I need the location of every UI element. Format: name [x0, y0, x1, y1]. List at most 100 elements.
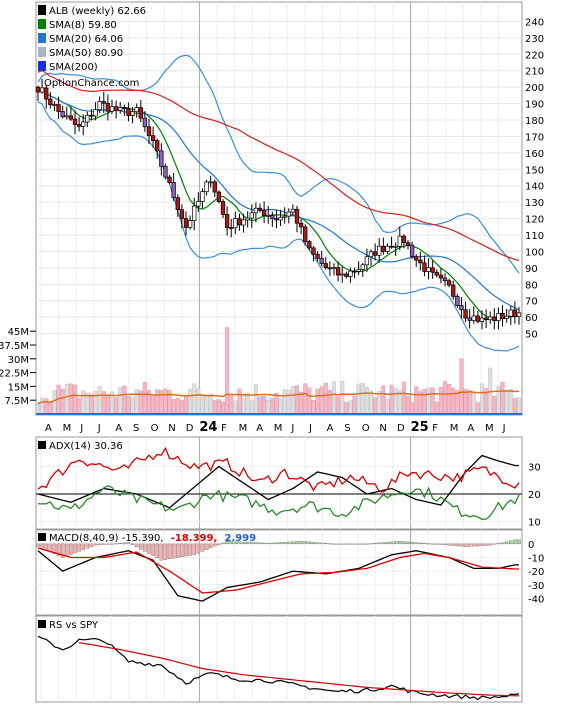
candle-body: [93, 109, 98, 117]
month-label: N: [168, 423, 175, 434]
volume-bar: [105, 394, 110, 415]
month-label: A: [256, 423, 263, 434]
volume-bar: [48, 402, 53, 415]
volume-bar: [188, 388, 193, 415]
volume-y-tick: 22.5M: [0, 369, 29, 380]
legend-swatch-adx: [38, 441, 46, 449]
candle-body: [249, 212, 254, 219]
candle-body: [278, 216, 283, 221]
macd-histogram-bar: [139, 543, 143, 550]
candle-body: [331, 267, 337, 269]
candle-body: [340, 273, 345, 276]
macd-histogram-bar: [274, 542, 279, 545]
price-y-tick: 210: [525, 67, 544, 78]
macd-histogram-bar: [513, 539, 517, 545]
volume-bar: [389, 384, 394, 415]
volume-bar: [401, 381, 406, 415]
candle-body: [208, 181, 213, 184]
volume-y-tick: 7.5M: [4, 396, 29, 407]
candle-body: [414, 256, 419, 261]
macd-histogram-bar: [295, 541, 299, 545]
volume-bar: [492, 395, 497, 415]
candle-body: [64, 115, 69, 118]
price-y-tick: 50: [525, 330, 538, 341]
volume-bar: [327, 389, 332, 415]
macd-histogram-bar: [167, 543, 172, 560]
legend-adx: ADX(14) 30.36: [49, 441, 123, 452]
volume-bar: [504, 390, 509, 415]
candle-body: [319, 257, 324, 264]
candle-body: [68, 115, 74, 120]
adx-series-line: [37, 454, 519, 509]
candle-body: [89, 114, 94, 117]
volume-bar: [278, 398, 283, 415]
macd-histogram-bar: [447, 543, 451, 546]
macd-histogram-bar: [60, 543, 65, 558]
candle-body: [422, 262, 427, 272]
macd-histogram-bar: [85, 543, 90, 549]
volume-bar: [163, 388, 168, 415]
candle-body: [175, 197, 180, 211]
legend-swatch-rs: [38, 620, 46, 628]
macd-histogram-bar: [237, 541, 242, 545]
volume-bar: [72, 384, 78, 415]
legend-rs: RS vs SPY: [49, 620, 99, 631]
volume-bar: [303, 383, 308, 415]
candle-body: [109, 106, 115, 112]
macd-histogram-bar: [324, 543, 328, 545]
x-tick-labels: A M J J A S O N D 24 F M A M J J A S O N D 25 F M A M J: [45, 420, 506, 435]
volume-bar: [237, 388, 242, 415]
candle-body: [471, 315, 476, 321]
volume-bar: [447, 384, 452, 415]
macd-histogram-bar: [36, 543, 40, 547]
price-y-tick: 200: [525, 83, 544, 94]
macd-histogram-bar: [332, 543, 336, 545]
candle-body: [134, 107, 139, 113]
candle-body: [122, 107, 127, 110]
macd-histogram-bar: [254, 542, 258, 545]
macd-histogram-bar: [81, 543, 85, 551]
volume-bar: [118, 387, 123, 415]
volume-bar: [451, 387, 456, 415]
volume-bar: [422, 389, 427, 415]
price-y-tick: 170: [525, 132, 544, 143]
macd-histogram-bar: [517, 539, 521, 545]
candle-body: [126, 108, 131, 116]
candle-body: [442, 277, 448, 282]
volume-bar: [414, 386, 419, 415]
volume-bar: [500, 381, 505, 415]
candle-body: [508, 309, 513, 317]
macd-histogram-bar: [435, 543, 439, 545]
volume-bar: [134, 389, 139, 415]
macd-histogram-bar: [171, 543, 176, 559]
volume-bar: [60, 388, 65, 415]
candle-body: [352, 270, 357, 273]
price-y-tick: 150: [525, 165, 544, 176]
macd-histogram-bar: [77, 543, 81, 552]
adx-lines: [37, 446, 520, 520]
candle-body: [488, 316, 493, 321]
volume-bar: [479, 383, 485, 415]
candle-body: [204, 181, 209, 193]
candle-body: [298, 222, 304, 228]
candle-body: [76, 124, 82, 127]
candle-body: [368, 251, 374, 258]
price-y-tick: 190: [525, 100, 544, 111]
volume-y-tick: 37.5M: [0, 341, 29, 352]
candle-body: [270, 215, 275, 220]
candle-body: [44, 87, 49, 100]
volume-bar: [97, 386, 102, 415]
volume-bar: [130, 397, 135, 415]
macd-histogram-bar: [134, 543, 139, 548]
macd-histogram-bar: [106, 543, 110, 545]
volume-bar: [315, 388, 320, 415]
rs-legend: RS vs SPY: [38, 620, 99, 631]
candle-body: [451, 284, 456, 297]
price-y-tick: 160: [525, 149, 544, 160]
volume-bar: [323, 383, 328, 415]
macd-histogram-bar: [492, 543, 497, 545]
macd-histogram-bar: [328, 543, 332, 545]
macd-histogram-bar: [287, 541, 291, 545]
year-label: 25: [411, 420, 429, 435]
macd-histogram-bar: [93, 543, 98, 546]
